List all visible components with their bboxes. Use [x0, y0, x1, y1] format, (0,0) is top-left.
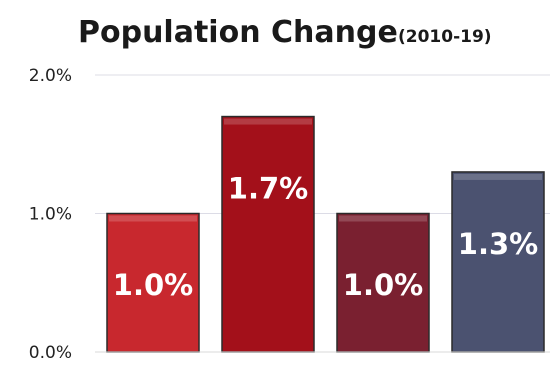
y-tick-label: 2.0% [29, 66, 72, 86]
bars [106, 115, 545, 353]
data-label: 1.7% [228, 172, 308, 206]
bar [221, 115, 315, 353]
data-label: 1.3% [458, 227, 538, 261]
data-labels: 1.0% 1.7% 1.0% 1.3% [113, 172, 538, 302]
y-tick-label: 1.0% [29, 205, 72, 225]
data-label: 1.0% [343, 268, 423, 302]
chart-subtitle: (2010-19) [398, 27, 492, 47]
bar-highlight [339, 215, 427, 222]
bar-highlight [109, 215, 197, 222]
bar [336, 212, 430, 353]
bar [451, 171, 545, 353]
y-axis: 0.0% 1.0% 2.0% [29, 66, 72, 363]
bar [106, 212, 200, 353]
chart-title: Population Change [78, 15, 398, 50]
bar-highlight [454, 173, 542, 180]
bar-highlight [224, 118, 312, 125]
data-label: 1.0% [113, 268, 193, 302]
y-tick-label: 0.0% [29, 343, 72, 363]
